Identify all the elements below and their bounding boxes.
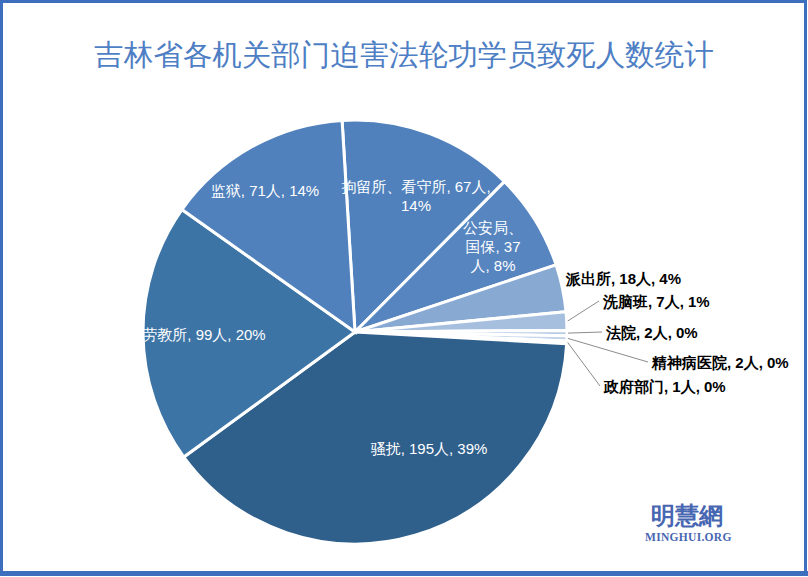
pie-label-骚扰: 骚扰, 195人, 39%	[371, 439, 488, 458]
pie-label-劳教所: 劳教所, 99人, 20%	[142, 325, 265, 344]
leader-line-法院	[568, 332, 602, 333]
pie-label-监狱: 监狱, 71人, 14%	[211, 181, 319, 200]
pie-label-派出所: 派出所, 18人, 4%	[566, 269, 681, 288]
pie-label-法院: 法院, 2人, 0%	[606, 323, 698, 342]
pie-label-拘留所、看守所: 拘留所、看守所, 67人, 14%	[340, 177, 492, 215]
pie-chart	[0, 0, 808, 577]
watermark-minghui-eng: MINGHUI.ORG	[645, 530, 729, 544]
leader-line-洗脑班	[568, 301, 599, 321]
watermark-minghui-cjk: 明慧網	[645, 503, 729, 530]
pie-label-公安局、国保: 公安局、国保, 37人, 8%	[460, 218, 526, 275]
watermark: 明慧網 MINGHUI.ORG	[645, 503, 729, 544]
pie-label-洗脑班: 洗脑班, 7人, 1%	[603, 292, 710, 311]
pie-label-精神病医院: 精神病医院, 2人, 0%	[652, 353, 789, 372]
pie-label-政府部门: 政府部门, 1人, 0%	[604, 377, 726, 396]
leader-line-政府部门	[568, 343, 600, 387]
